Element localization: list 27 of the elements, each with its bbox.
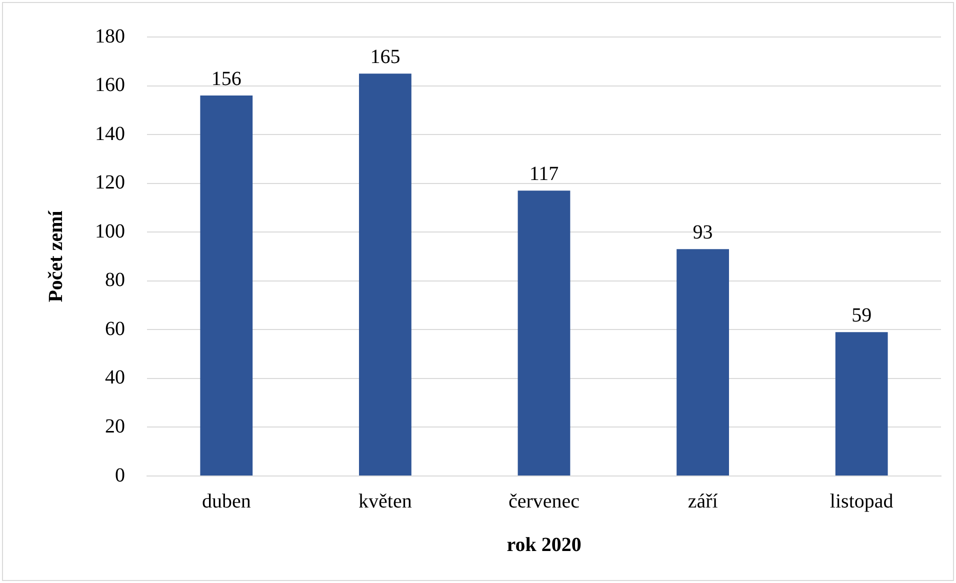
data-label: 93 [692, 221, 713, 244]
bar [835, 332, 888, 476]
y-axis-title: Počet zemí [45, 210, 68, 302]
bar [200, 96, 253, 476]
x-tick-label: květen [358, 490, 412, 512]
y-tick-label: 160 [95, 74, 125, 96]
data-label: 117 [529, 162, 559, 185]
data-label: 59 [852, 304, 872, 326]
x-axis-title: rok 2020 [506, 534, 582, 556]
bar [359, 74, 412, 476]
y-tick-label: 40 [105, 366, 125, 389]
bar [518, 190, 570, 476]
x-tick-label: listopad [830, 490, 894, 512]
y-tick-label: 140 [95, 122, 125, 145]
y-tick-label: 180 [95, 25, 125, 48]
y-tick-label: 20 [105, 415, 125, 438]
data-label: 165 [370, 46, 400, 68]
bar [676, 249, 729, 476]
data-label: 156 [211, 68, 242, 90]
x-tick-label: červenec [508, 490, 580, 512]
x-tick-label: září [688, 490, 718, 512]
y-tick-label: 0 [115, 464, 125, 486]
y-tick-label: 100 [95, 220, 125, 242]
x-tick-label: duben [202, 490, 251, 512]
y-tick-label: 80 [105, 269, 125, 292]
y-tick-label: 120 [95, 172, 125, 194]
y-tick-label: 60 [105, 318, 125, 340]
